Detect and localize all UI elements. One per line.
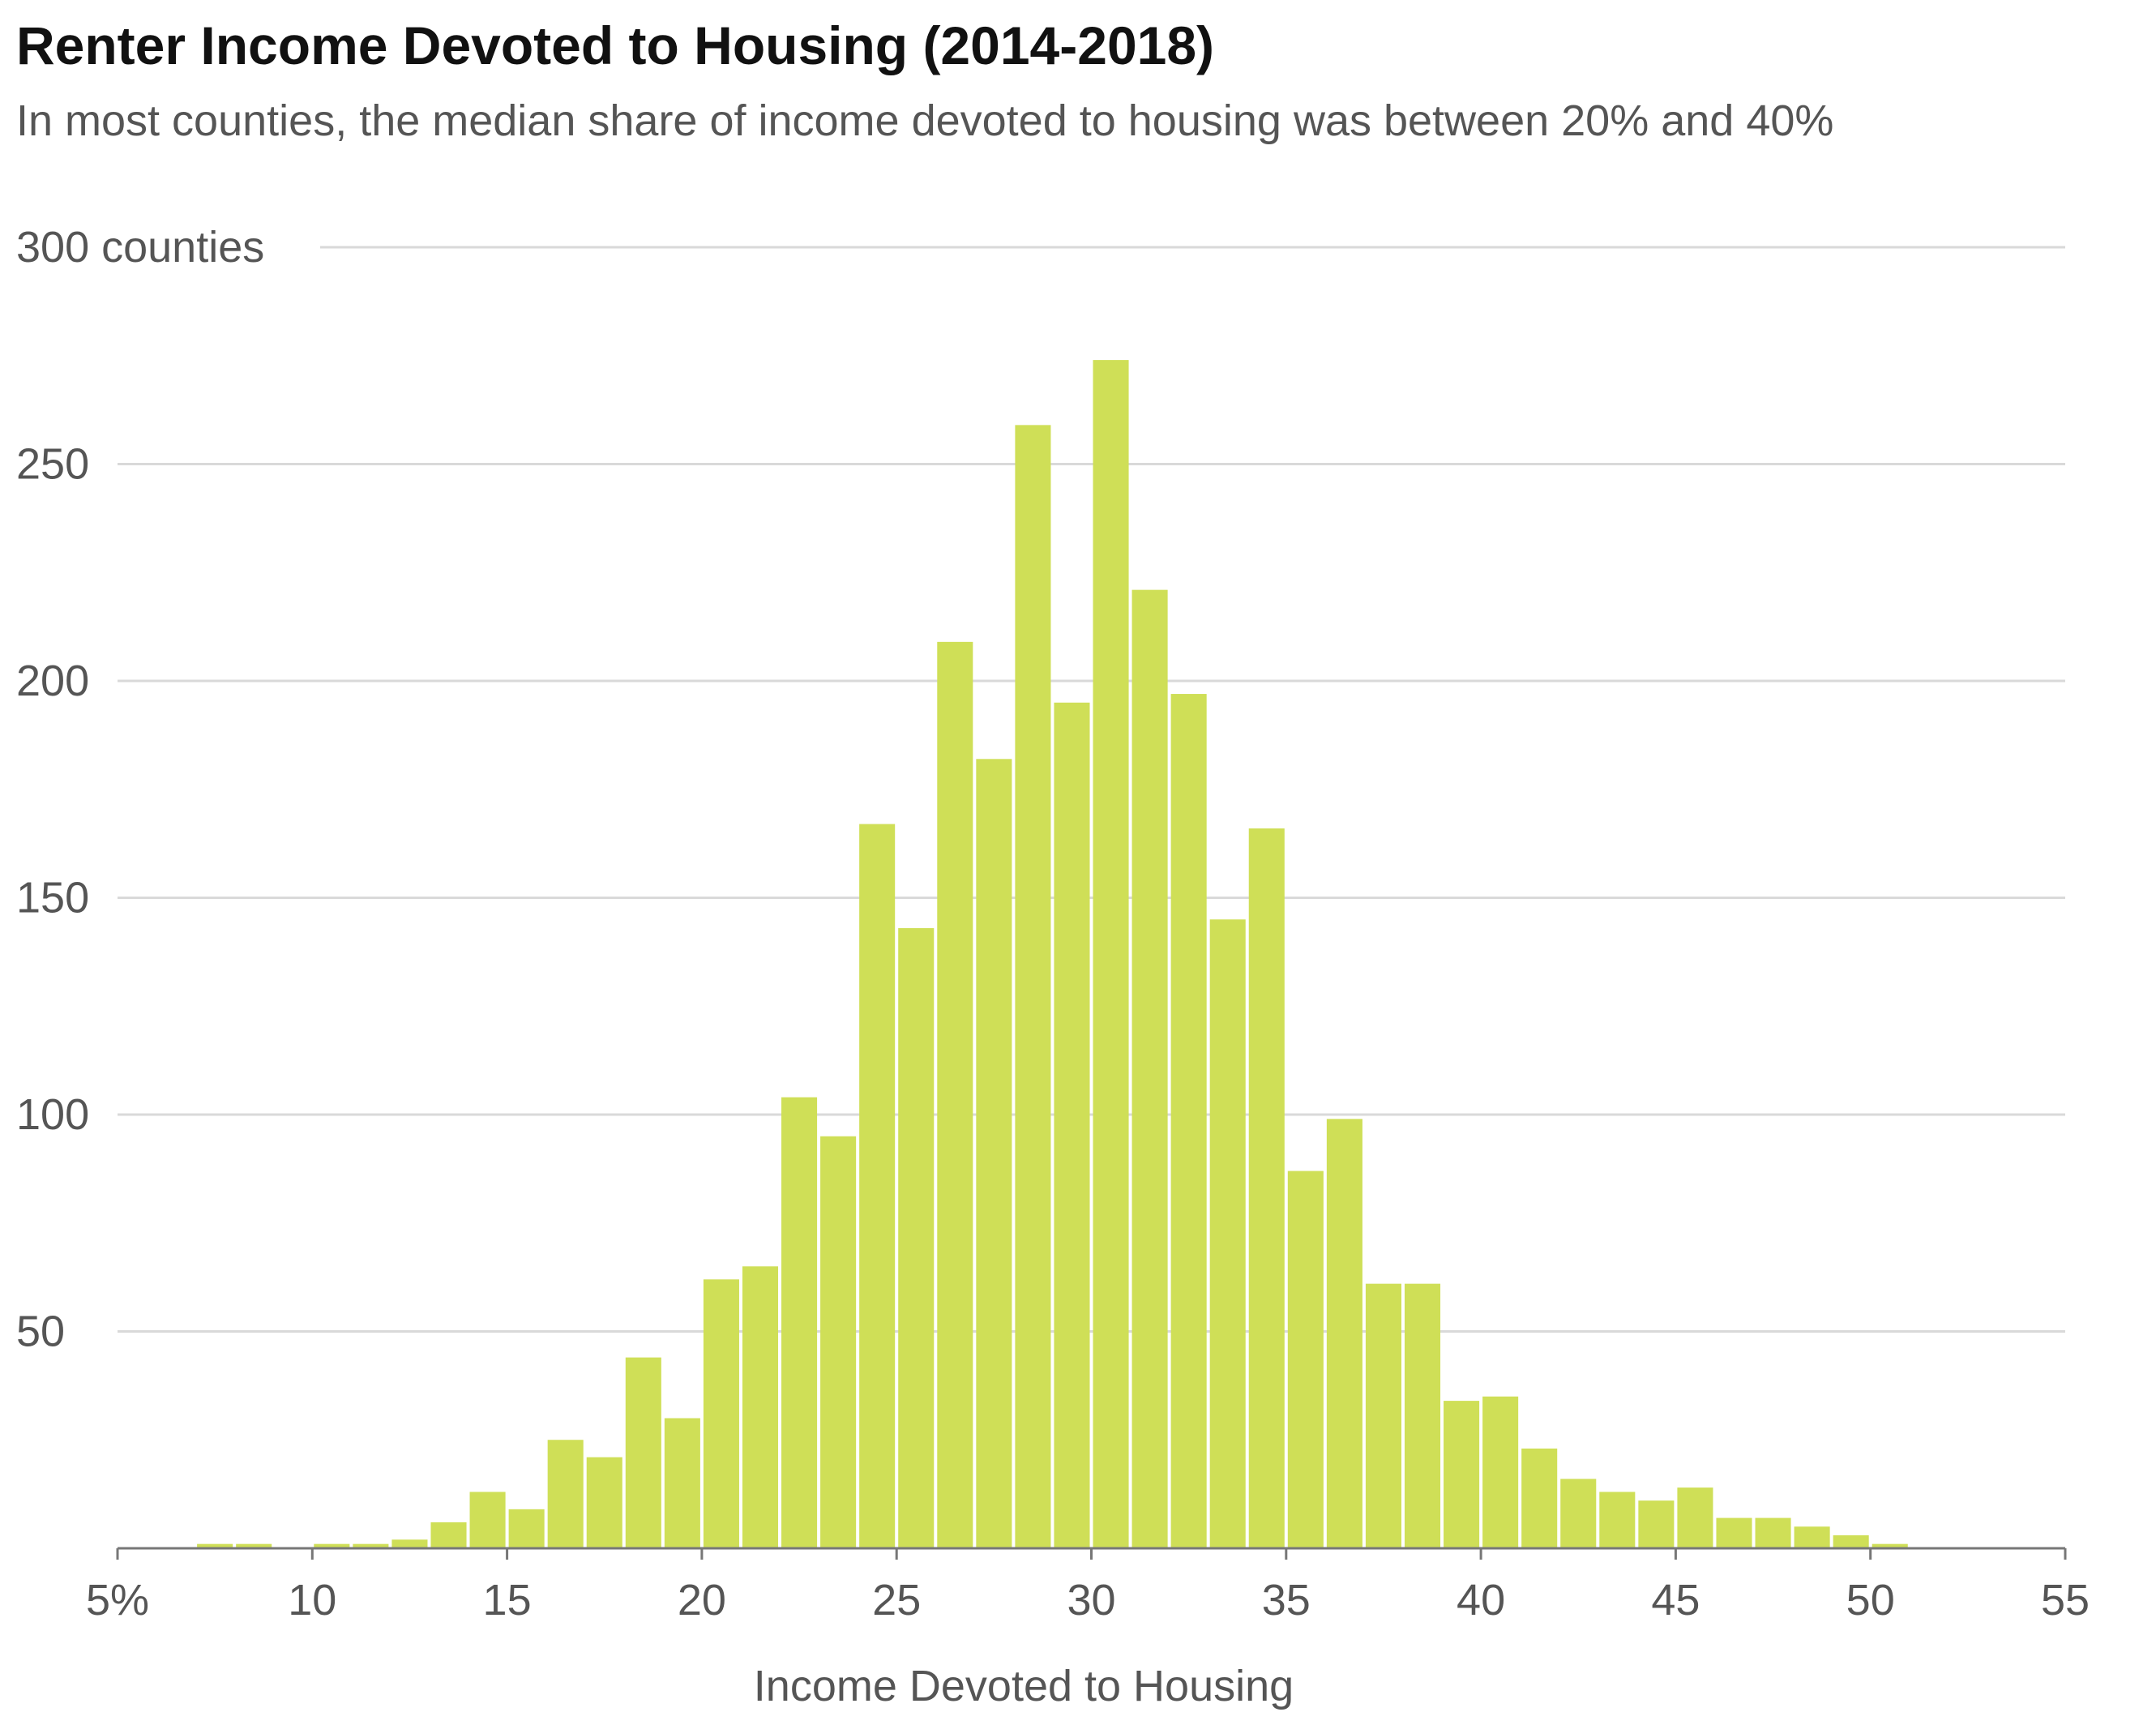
histogram-bar bbox=[1015, 425, 1051, 1548]
histogram-bar bbox=[1599, 1492, 1636, 1548]
x-axis: 5% 10 15 20 25 30 35 40 45 50 55 bbox=[86, 1547, 2090, 1624]
histogram-bar bbox=[1444, 1401, 1480, 1548]
histogram-bars bbox=[197, 360, 1908, 1549]
histogram-bar bbox=[1131, 589, 1168, 1548]
y-tick-label: 300 counties bbox=[16, 223, 264, 272]
histogram-bar bbox=[586, 1457, 622, 1548]
histogram-bar bbox=[1794, 1526, 1830, 1548]
chart-title: Renter Income Devoted to Housing (2014-2… bbox=[16, 15, 1215, 75]
histogram-bar bbox=[1872, 1543, 1908, 1548]
histogram-bar bbox=[1054, 702, 1090, 1548]
histogram-bar bbox=[625, 1357, 661, 1548]
histogram-bar bbox=[781, 1097, 818, 1548]
x-tick-label: 40 bbox=[1457, 1576, 1505, 1624]
histogram-bar bbox=[1677, 1487, 1713, 1548]
histogram-bar bbox=[1833, 1535, 1869, 1548]
histogram-bar bbox=[314, 1543, 350, 1548]
histogram-bar bbox=[508, 1509, 545, 1548]
y-tick-label: 150 bbox=[16, 874, 89, 922]
x-tick-label: 25 bbox=[872, 1576, 921, 1624]
histogram-bar bbox=[430, 1522, 467, 1548]
y-tick-label: 250 bbox=[16, 440, 89, 489]
histogram-bar bbox=[1365, 1283, 1401, 1548]
x-tick-label: 30 bbox=[1067, 1576, 1115, 1624]
histogram-bar bbox=[1560, 1479, 1597, 1548]
x-tick-label: 45 bbox=[1651, 1576, 1700, 1624]
histogram-bar bbox=[547, 1440, 584, 1548]
x-tick-label: 20 bbox=[678, 1576, 726, 1624]
x-tick-label: 15 bbox=[483, 1576, 532, 1624]
histogram-bar bbox=[1404, 1283, 1441, 1548]
x-tick-label: 35 bbox=[1262, 1576, 1311, 1624]
histogram-bar bbox=[1716, 1517, 1752, 1548]
histogram-bar bbox=[703, 1279, 739, 1548]
y-tick-label: 100 bbox=[16, 1090, 89, 1139]
x-tick-label: 10 bbox=[288, 1576, 336, 1624]
histogram-bar bbox=[1209, 919, 1246, 1548]
histogram-bar bbox=[742, 1266, 779, 1548]
histogram-bar bbox=[353, 1543, 389, 1548]
histogram-bar bbox=[391, 1539, 428, 1548]
histogram-bar bbox=[1326, 1119, 1362, 1548]
histogram-bar bbox=[976, 759, 1012, 1548]
x-axis-label: Income Devoted to Housing bbox=[754, 1662, 1294, 1710]
histogram-bar bbox=[1093, 360, 1129, 1549]
gridlines: 50 100 150 200 250 300 counties bbox=[16, 223, 2065, 1356]
histogram-bar bbox=[1248, 828, 1285, 1548]
histogram-bar bbox=[1287, 1171, 1324, 1548]
histogram-bar bbox=[1170, 694, 1207, 1548]
histogram-bar bbox=[236, 1543, 272, 1548]
histogram-bar bbox=[469, 1492, 506, 1548]
y-tick-label: 200 bbox=[16, 657, 89, 705]
histogram-bar bbox=[1638, 1500, 1675, 1548]
histogram-bar bbox=[937, 641, 973, 1548]
histogram-bar bbox=[859, 824, 896, 1548]
histogram-bar bbox=[664, 1418, 700, 1548]
x-tick-label: 50 bbox=[1846, 1576, 1895, 1624]
histogram-bar bbox=[898, 927, 935, 1548]
histogram-bar bbox=[1482, 1396, 1519, 1548]
y-tick-label: 50 bbox=[16, 1308, 65, 1356]
x-tick-label: 55 bbox=[2041, 1576, 2090, 1624]
chart-subtitle: In most counties, the median share of in… bbox=[16, 96, 1834, 145]
histogram-bar bbox=[1755, 1517, 1791, 1548]
histogram-bar bbox=[1521, 1448, 1558, 1548]
x-tick-label: 5% bbox=[86, 1576, 149, 1624]
histogram-bar bbox=[820, 1136, 857, 1548]
histogram-bar bbox=[197, 1543, 233, 1548]
